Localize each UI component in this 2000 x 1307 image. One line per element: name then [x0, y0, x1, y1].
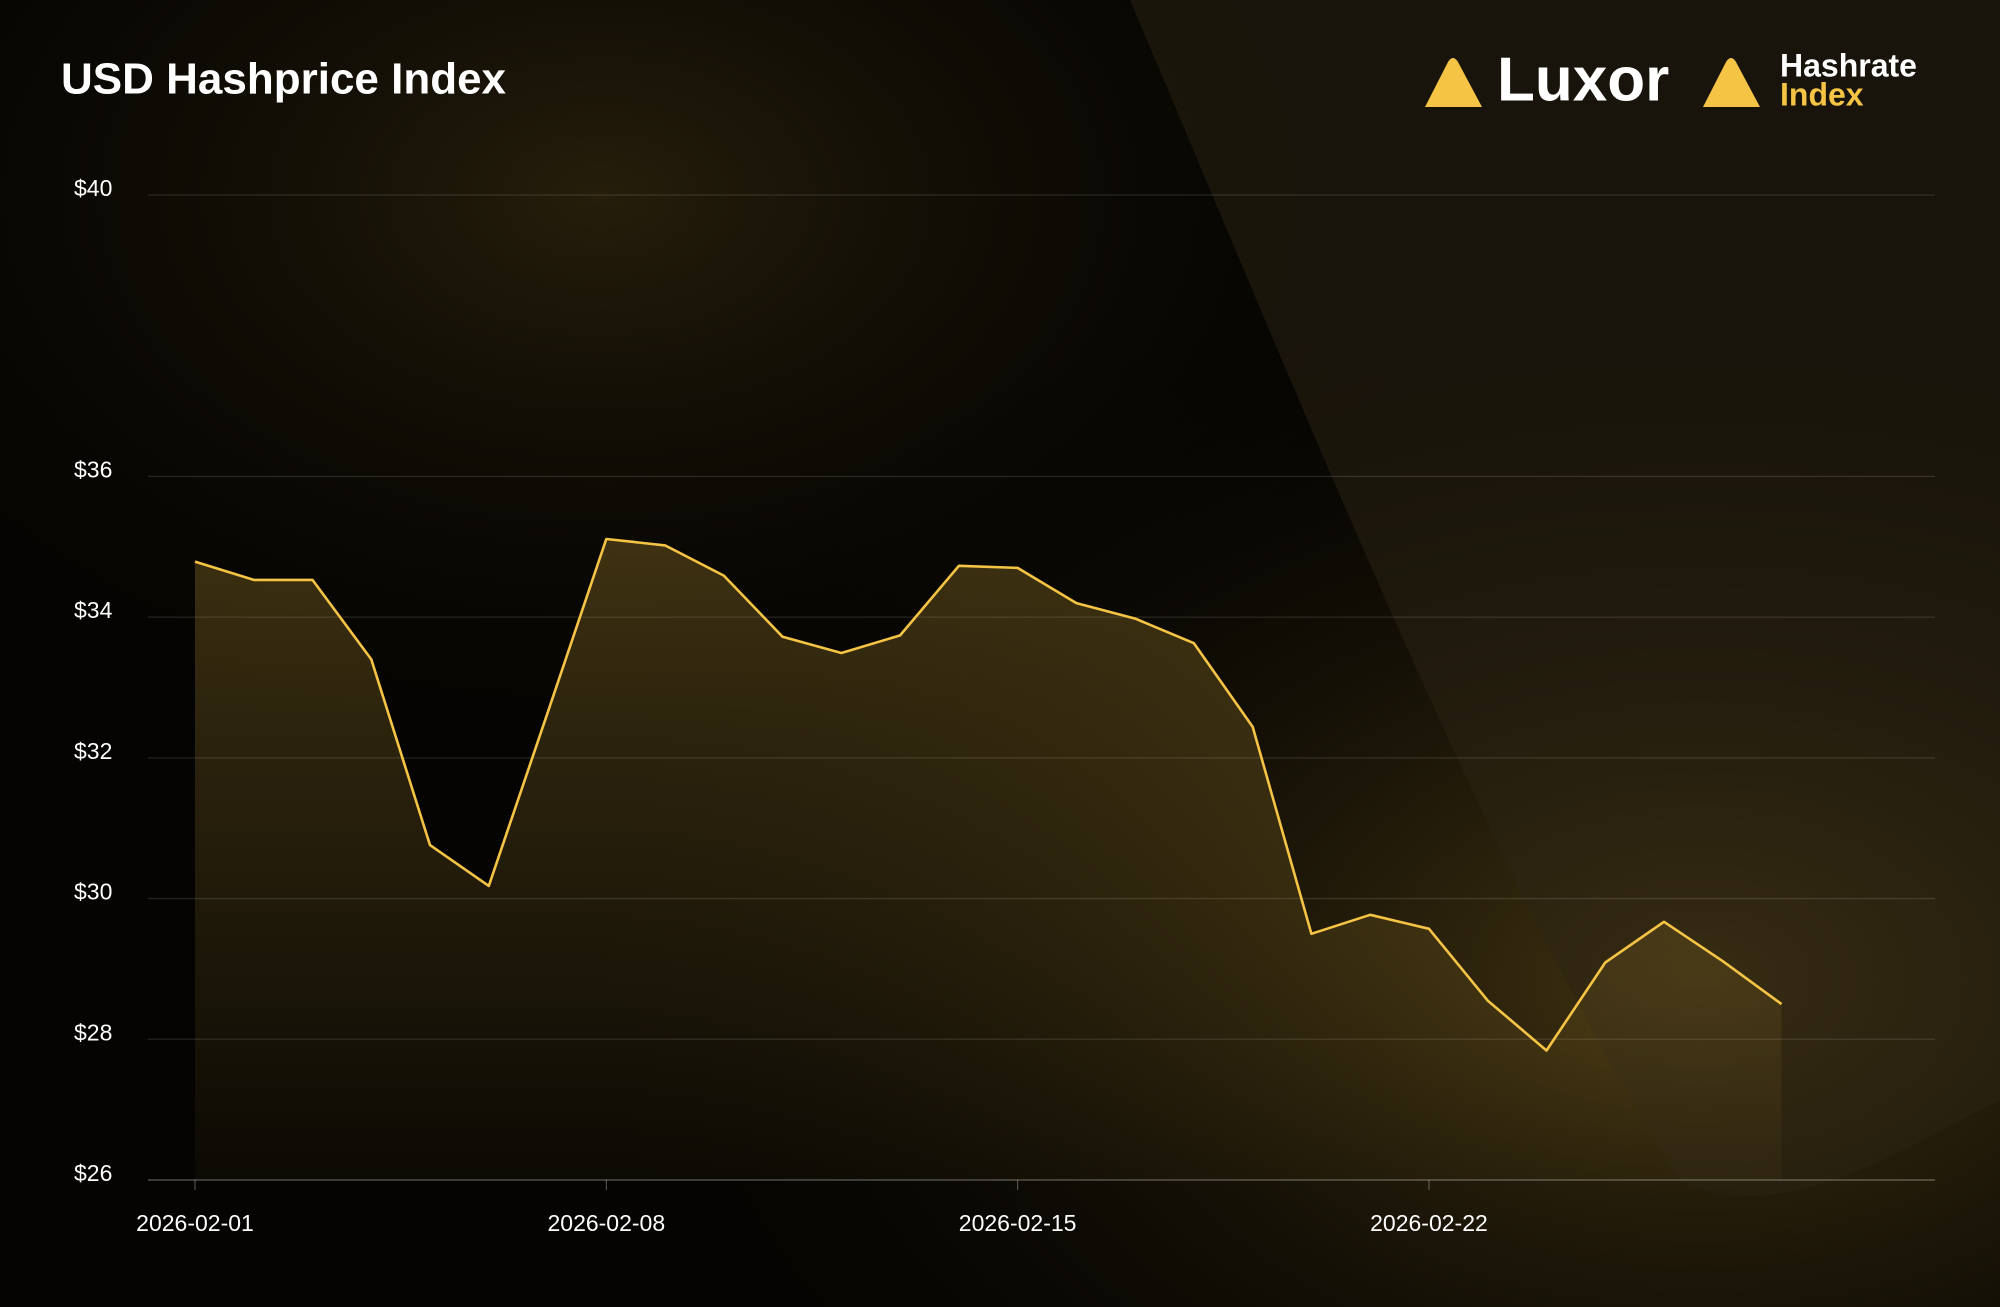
- y-tick-label: $34: [74, 597, 113, 623]
- y-tick-label: $30: [74, 879, 112, 905]
- x-tick-label: 2026-02-01: [136, 1210, 254, 1236]
- y-tick-label: $32: [74, 738, 112, 764]
- line: [194, 537, 1783, 1052]
- logo-icon: [1425, 58, 1482, 107]
- x-tick-label: 2026-02-08: [547, 1210, 665, 1236]
- y-tick-label: $28: [74, 1019, 112, 1045]
- logo-icon: [1703, 58, 1760, 107]
- y-tick-label: $26: [74, 1160, 112, 1186]
- y-tick-label: $40: [74, 175, 112, 201]
- chart-title: USD Hashprice Index: [61, 55, 507, 104]
- product-name: Index: [1780, 76, 1864, 112]
- logo-text: Luxor: [1497, 45, 1669, 114]
- x-tick-label: 2026-02-22: [1370, 1210, 1488, 1236]
- area: [195, 539, 1782, 1180]
- product-name: Hashrate: [1780, 47, 1917, 83]
- x-tick-label: 2026-02-15: [959, 1210, 1077, 1236]
- background-shape: [1130, 0, 2000, 1196]
- y-tick-label: $36: [74, 457, 112, 483]
